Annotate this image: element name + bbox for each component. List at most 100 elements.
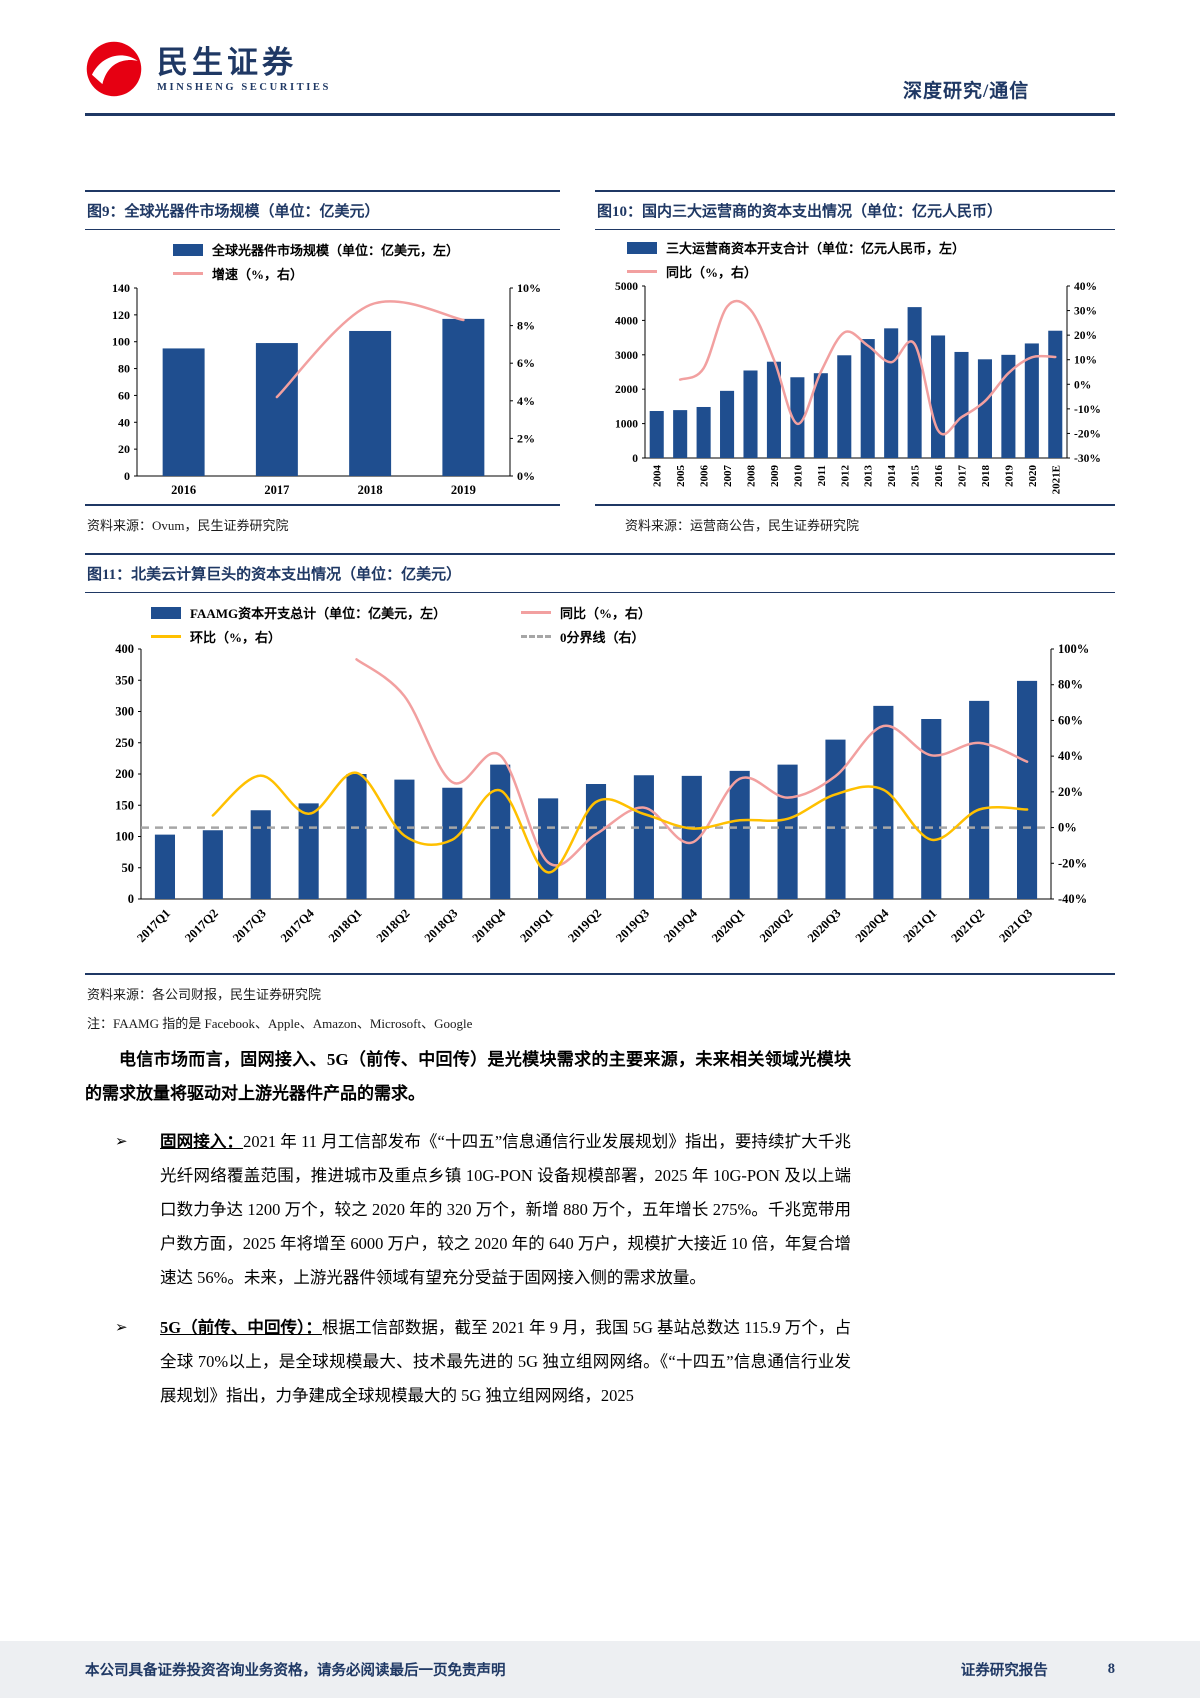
svg-text:2000: 2000 [615, 384, 638, 396]
svg-text:3000: 3000 [615, 350, 638, 362]
svg-text:2015: 2015 [910, 465, 922, 488]
figure-11-title: 图11：北美云计算巨头的资本支出情况（单位：亿美元） [85, 555, 1115, 593]
svg-text:-20%: -20% [1058, 856, 1087, 870]
header-divider [85, 113, 1115, 116]
svg-text:6%: 6% [517, 356, 535, 370]
figure-10-legend: 三大运营商资本开支合计（单位：亿元人民币，左） 同比（%，右） [627, 238, 965, 281]
svg-text:2020Q1: 2020Q1 [709, 906, 748, 945]
bullet-lead: 固网接入： [160, 1132, 244, 1151]
svg-text:140: 140 [112, 281, 130, 295]
svg-text:0%: 0% [517, 469, 535, 483]
svg-text:400: 400 [115, 642, 134, 656]
svg-text:2018: 2018 [358, 483, 383, 497]
svg-text:40%: 40% [1074, 281, 1097, 293]
legend-bar-swatch-icon [173, 243, 203, 256]
figure-11: 图11：北美云计算巨头的资本支出情况（单位：亿美元） FAAMG资本开支总计（单… [85, 553, 1115, 1032]
legend-item: 同比（%，右） [521, 603, 651, 622]
footer-disclaimer: 本公司具备证券投资咨询业务资格，请务必阅读最后一页免责声明 [85, 1663, 506, 1679]
figure-11-chart: 0 50 100 150 200 250 300 350 400 -40% -20% 0% 20% 40%… [115, 642, 1089, 945]
legend-item: 环比（%，右） [151, 627, 521, 646]
svg-text:100: 100 [115, 830, 134, 844]
svg-text:2018Q4: 2018Q4 [469, 906, 508, 945]
svg-text:2013: 2013 [863, 465, 875, 488]
svg-text:2021Q2: 2021Q2 [948, 906, 987, 945]
svg-text:2010: 2010 [792, 465, 804, 488]
footer-right: 证券研究报告 8 [961, 1659, 1115, 1680]
report-category: 深度研究/通信 [903, 81, 1030, 102]
figure-10-title: 图10：国内三大运营商的资本支出情况（单位：亿元人民币） [595, 192, 1115, 230]
svg-text:2006: 2006 [699, 465, 711, 488]
svg-text:0%: 0% [1074, 379, 1091, 391]
svg-text:0: 0 [632, 453, 638, 465]
svg-text:2007: 2007 [722, 465, 734, 488]
minsheng-logo-icon [86, 41, 142, 97]
svg-text:200: 200 [115, 767, 134, 781]
legend-item: 增速（%，右） [173, 264, 459, 283]
svg-text:60%: 60% [1058, 713, 1083, 727]
svg-text:2018Q2: 2018Q2 [374, 906, 413, 945]
svg-text:5000: 5000 [615, 281, 638, 293]
bullet-arrow-icon: ➢ [115, 1320, 128, 1336]
figure-10: 图10：国内三大运营商的资本支出情况（单位：亿元人民币） 三大运营商资本开支合计… [595, 190, 1115, 536]
svg-text:2021E: 2021E [1050, 465, 1062, 494]
figure-9-source: 资料来源：Ovum，民生证券研究院 [87, 518, 289, 533]
legend-item: 同比（%，右） [627, 262, 965, 281]
svg-text:150: 150 [115, 798, 134, 812]
svg-text:2019: 2019 [451, 483, 476, 497]
footer-report-type: 证券研究报告 [960, 1663, 1048, 1679]
figure-9-legend: 全球光器件市场规模（单位：亿美元，左） 增速（%，右） [173, 240, 459, 283]
legend-label: 同比（%，右） [560, 606, 652, 621]
legend-label: 三大运营商资本开支合计（单位：亿元人民币，左） [666, 241, 966, 256]
svg-text:2019Q3: 2019Q3 [613, 906, 652, 945]
lead-paragraph: 电信市场而言，固网接入、5G（前传、中回传）是光模块需求的主要来源，未来相关领域… [85, 1050, 851, 1103]
svg-text:2018Q3: 2018Q3 [422, 906, 461, 945]
svg-text:2017Q1: 2017Q1 [134, 906, 173, 945]
svg-text:350: 350 [115, 673, 134, 687]
figure-10-source: 资料来源：运营商公告，民生证券研究院 [625, 518, 860, 533]
legend-item: FAAMG资本开支总计（单位：亿美元，左） [151, 603, 521, 622]
svg-text:100%: 100% [1058, 642, 1089, 656]
svg-text:-30%: -30% [1074, 453, 1101, 465]
svg-text:2018: 2018 [980, 465, 992, 488]
svg-text:2020Q3: 2020Q3 [805, 906, 844, 945]
figure-10-chart-area: 三大运营商资本开支合计（单位：亿元人民币，左） 同比（%，右） 0 1000 2000… [595, 230, 1115, 506]
svg-text:0: 0 [124, 469, 130, 483]
svg-text:250: 250 [115, 736, 134, 750]
bullet-body: 根据工信部数据，截至 2021 年 9 月，我国 5G 基站总数达 115.9 … [160, 1318, 851, 1405]
legend-dash-swatch-icon [521, 635, 551, 638]
legend-line-swatch-icon [173, 272, 203, 275]
figure-9-chart-area: 全球光器件市场规模（单位：亿美元，左） 增速（%，右） 0 20 40 60 80 100 1… [85, 230, 560, 506]
figure-11-source: 资料来源：各公司财报，民生证券研究院 [87, 987, 322, 1002]
svg-text:2008: 2008 [746, 465, 758, 488]
svg-text:10%: 10% [1074, 355, 1097, 367]
svg-text:2016: 2016 [933, 465, 945, 488]
svg-text:30%: 30% [1074, 306, 1097, 318]
figure-11-chart-area: FAAMG资本开支总计（单位：亿美元，左） 同比（%，右） 环比（%，右） 0分界线（… [85, 593, 1115, 975]
svg-text:100: 100 [112, 335, 130, 349]
brand-name: 民生证券 [157, 44, 297, 80]
legend-line-swatch-icon [521, 611, 551, 614]
svg-text:2016: 2016 [171, 483, 196, 497]
svg-text:4%: 4% [517, 394, 535, 408]
svg-text:20: 20 [118, 442, 130, 456]
page-footer: 本公司具备证券投资咨询业务资格，请务必阅读最后一页免责声明 证券研究报告 8 [0, 1641, 1200, 1698]
svg-text:60: 60 [118, 388, 130, 402]
svg-text:2017: 2017 [264, 483, 289, 497]
legend-item: 0分界线（右） [521, 627, 651, 646]
svg-text:80: 80 [118, 362, 130, 376]
svg-text:2009: 2009 [769, 465, 781, 488]
header-logo-block: 民生证券 MINSHENG SECURITIES [85, 40, 331, 98]
svg-text:2004: 2004 [652, 465, 664, 488]
svg-text:2017Q4: 2017Q4 [278, 906, 317, 945]
legend-line-swatch-icon [627, 270, 657, 273]
svg-text:2019Q4: 2019Q4 [661, 906, 700, 945]
svg-text:-20%: -20% [1074, 428, 1101, 440]
svg-text:120: 120 [112, 308, 130, 322]
figure-9-title: 图9：全球光器件市场规模（单位：亿美元） [85, 192, 560, 230]
svg-text:2005: 2005 [675, 465, 687, 488]
svg-text:2%: 2% [517, 431, 535, 445]
legend-label: 环比（%，右） [190, 630, 282, 645]
svg-text:2020Q2: 2020Q2 [757, 906, 796, 945]
svg-text:4000: 4000 [615, 315, 638, 327]
legend-bar-swatch-icon [151, 606, 181, 619]
